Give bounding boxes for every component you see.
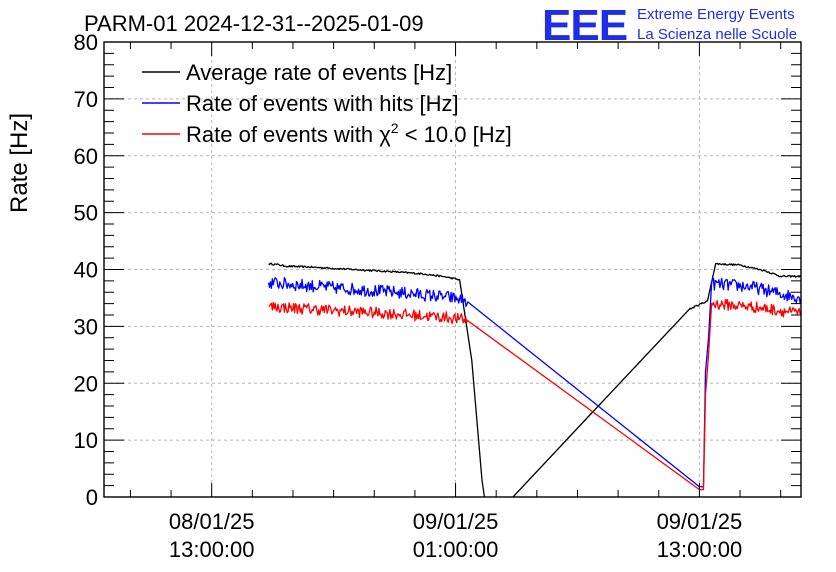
y-tick-labels: 0 10 20 30 40 50 60 70 80 xyxy=(74,30,98,510)
legend-label-average: Average rate of events [Hz] xyxy=(186,60,452,85)
series-line-1 xyxy=(267,277,801,488)
y-tick-label: 40 xyxy=(74,258,98,283)
y-tick-label: 10 xyxy=(74,428,98,453)
legend-label-chi2-suffix: < 10.0 [Hz] xyxy=(399,122,512,147)
y-tick-label: 60 xyxy=(74,144,98,169)
x-tick-label-date: 08/01/25 xyxy=(169,509,255,534)
x-tick-label-time: 13:00:00 xyxy=(657,537,743,562)
series-line-2 xyxy=(268,298,801,491)
logo-line-1: Extreme Energy Events xyxy=(637,6,795,23)
grid-lines xyxy=(104,42,801,497)
y-axis-label: Rate [Hz] xyxy=(6,113,33,213)
y-tick-label: 20 xyxy=(74,371,98,396)
y-tick-label: 30 xyxy=(74,314,98,339)
chart-title: PARM-01 2024-12-31--2025-01-09 xyxy=(84,11,424,36)
series-line-0 xyxy=(268,262,801,497)
y-tick-label: 50 xyxy=(74,201,98,226)
legend-label-hits: Rate of events with hits [Hz] xyxy=(186,91,459,116)
legend-label-chi2-prefix: Rate of events with xyxy=(186,122,379,147)
legend-label-chi2: Rate of events with χ2 < 10.0 [Hz] xyxy=(186,120,512,147)
x-tick-labels: 08/01/25 13:00:00 09/01/25 01:00:00 09/01/25… xyxy=(169,509,742,562)
y-tick-label: 0 xyxy=(86,485,98,510)
legend-label-chi2-symbol: χ xyxy=(379,122,391,147)
x-tick-label-date: 09/01/25 xyxy=(413,509,499,534)
legend: Average rate of events [Hz] Rate of even… xyxy=(142,60,512,147)
series-layer xyxy=(267,262,801,497)
logo-line-2: La Scienza nelle Scuole xyxy=(637,26,797,43)
x-tick-label-time: 01:00:00 xyxy=(413,537,499,562)
x-tick-label-time: 13:00:00 xyxy=(169,537,255,562)
axis-ticks xyxy=(104,41,801,498)
y-tick-label: 70 xyxy=(74,87,98,112)
legend-label-chi2-superscript: 2 xyxy=(391,120,399,136)
y-tick-label: 80 xyxy=(74,30,98,55)
x-tick-label-date: 09/01/25 xyxy=(657,509,743,534)
